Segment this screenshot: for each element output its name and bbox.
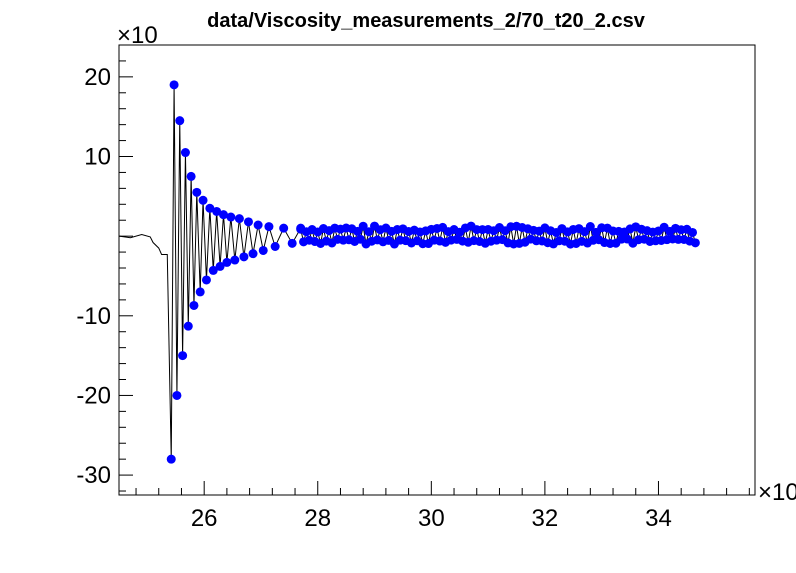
data-point	[253, 220, 263, 230]
y-tick-label: -20	[76, 382, 111, 409]
data-point	[243, 217, 253, 227]
data-point	[248, 249, 258, 259]
series-line	[118, 84, 302, 460]
data-point	[287, 238, 297, 248]
data-point	[212, 206, 222, 216]
data-point	[585, 221, 595, 231]
data-point	[690, 238, 700, 248]
x-tick-label: 26	[191, 505, 218, 532]
data-point	[279, 223, 289, 233]
data-point	[189, 300, 199, 310]
data-point	[205, 203, 215, 213]
data-point	[180, 148, 190, 158]
data-point	[234, 214, 244, 224]
x-tick-label: 34	[645, 505, 672, 532]
data-point	[218, 210, 228, 220]
y-tick-label: 10	[84, 144, 111, 171]
data-point	[688, 227, 698, 237]
axis-ticks: 26 28 30 32 34 -30 -20 -10 10 20	[76, 44, 750, 532]
data-point	[183, 321, 193, 331]
x-tick-label: 28	[304, 505, 331, 532]
x-axis-exponent-label: ×10	[758, 479, 796, 506]
x-tick-label: 30	[418, 505, 445, 532]
data-point	[264, 222, 274, 232]
data-point	[201, 275, 211, 285]
data-point	[175, 116, 185, 126]
data-point	[230, 255, 240, 265]
data-point	[226, 212, 236, 222]
y-axis-exponent-label: ×10	[117, 22, 158, 49]
x-tick-label: 32	[532, 505, 559, 532]
data-point	[178, 351, 188, 361]
plot-frame	[118, 44, 756, 496]
data-point	[186, 171, 196, 181]
data-point	[198, 195, 208, 205]
y-tick-label: 20	[84, 64, 111, 91]
y-tick-label: -10	[76, 303, 111, 330]
data-point	[364, 227, 374, 237]
data-point	[270, 242, 280, 252]
data-point	[195, 287, 205, 297]
data-point	[580, 227, 590, 237]
data-point	[258, 245, 268, 255]
plot-area	[118, 80, 700, 464]
data-point	[208, 265, 218, 275]
data-point	[192, 187, 202, 197]
data-point	[358, 221, 368, 231]
data-point	[215, 261, 225, 271]
y-tick-label: -30	[76, 462, 111, 489]
chart-title: data/Viscosity_measurements_2/70_t20_2.c…	[207, 10, 646, 32]
data-point	[166, 454, 176, 464]
data-point	[239, 252, 249, 262]
data-point	[172, 390, 182, 400]
data-point	[222, 257, 232, 267]
data-point	[169, 80, 179, 90]
